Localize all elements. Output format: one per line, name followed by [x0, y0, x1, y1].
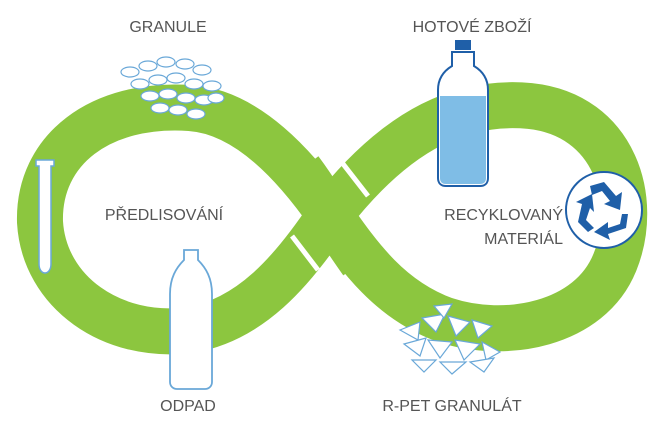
bottle-blue-icon	[438, 40, 488, 186]
recycle-icon	[566, 172, 642, 248]
diagram: GRANULE HOTOVÉ ZBOŽÍ PŘEDLISOVÁNÍ RECYKL…	[0, 0, 648, 418]
node-label: HOTOVÉ ZBOŽÍ	[413, 17, 532, 36]
preform-icon	[36, 160, 54, 273]
node-label: PŘEDLISOVÁNÍ	[105, 205, 224, 224]
node-label: RECYKLOVANÝ	[444, 205, 563, 224]
node-label: GRANULE	[129, 19, 206, 36]
node-label: ODPAD	[160, 398, 216, 415]
bottle-waste-icon	[170, 250, 212, 389]
node-label: MATERIÁL	[484, 229, 563, 248]
node-label: R-PET GRANULÁT	[382, 396, 522, 415]
